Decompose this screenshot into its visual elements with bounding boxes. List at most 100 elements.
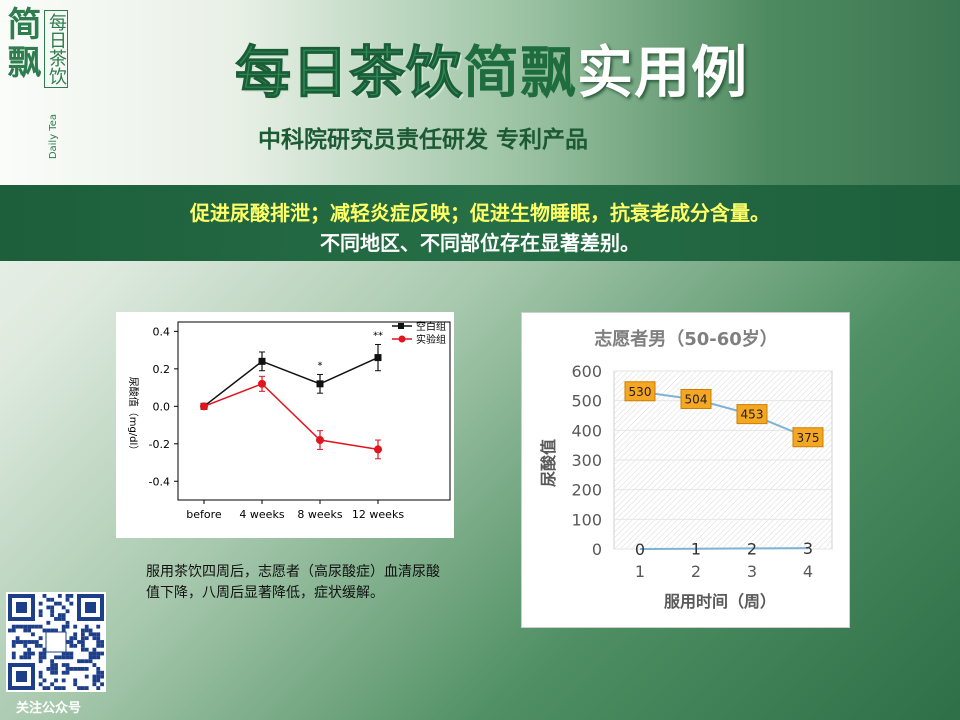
- data-label: 375: [797, 431, 820, 445]
- qr-module: [19, 624, 24, 629]
- qr-module: [69, 601, 74, 606]
- qr-module: [57, 601, 62, 606]
- qr-module: [27, 640, 32, 644]
- qr-code[interactable]: [6, 592, 106, 692]
- y-tick-label: 0.4: [153, 325, 171, 338]
- qr-module: [61, 624, 66, 629]
- qr-module: [42, 686, 47, 690]
- chart-title: 志愿者男（50-60岁）: [594, 328, 778, 350]
- qr-module: [31, 632, 35, 637]
- qr-module: [84, 666, 89, 671]
- y-tick-label: 300: [571, 451, 602, 470]
- qr-module: [65, 651, 70, 656]
- qr-module: [88, 655, 93, 660]
- qr-module: [27, 655, 32, 660]
- qr-module: [80, 636, 85, 641]
- qr-module: [54, 655, 58, 660]
- qr-module: [69, 666, 74, 671]
- x-tick-label: 1: [635, 562, 645, 581]
- qr-module: [73, 682, 78, 687]
- qr-module: [23, 651, 28, 656]
- qr-module: [96, 651, 101, 656]
- qr-module: [19, 655, 24, 660]
- benefit-banner: 促进尿酸排泄；减轻炎症反映；促进生物睡眠，抗衰老成分含量。 不同地区、不同部位存…: [0, 185, 960, 261]
- qr-module: [38, 601, 43, 606]
- data-point: [200, 402, 208, 411]
- series-line: [639, 390, 809, 439]
- legend-marker: [398, 323, 404, 329]
- qr-module: [11, 643, 16, 648]
- qr-finder-core: [16, 671, 27, 682]
- qr-module: [96, 686, 101, 690]
- qr-module: [69, 643, 74, 648]
- y-tick-label: 0.2: [153, 363, 171, 376]
- qr-module: [54, 678, 58, 683]
- qr-module: [96, 655, 101, 660]
- y-tick-label: 600: [571, 362, 602, 381]
- qr-module: [57, 594, 62, 598]
- qr-module: [65, 666, 70, 671]
- volunteer-uric-acid-chart: 志愿者男（50-60岁） 600 500 400 300 200 100 0 1 2 3 4 尿酸…: [521, 312, 850, 628]
- qr-module: [84, 686, 89, 690]
- series-line: [203, 356, 379, 407]
- y-tick-label: -0.2: [149, 438, 170, 451]
- qr-module: [80, 628, 85, 633]
- qr-module: [54, 663, 58, 667]
- qr-module: [65, 620, 70, 625]
- qr-module: [92, 655, 97, 660]
- qr-module: [38, 613, 43, 618]
- qr-module: [11, 624, 16, 629]
- qr-module: [38, 636, 43, 641]
- qr-module: [23, 640, 28, 644]
- qr-module: [61, 663, 66, 667]
- qr-module: [27, 651, 32, 656]
- qr-module: [96, 636, 101, 641]
- qr-module: [54, 670, 58, 675]
- qr-center-logo: [45, 631, 67, 653]
- logo-main-text: 简飘: [1, 6, 41, 82]
- qr-module: [92, 682, 97, 687]
- qr-module: [50, 605, 55, 610]
- data-point: [258, 379, 266, 388]
- qr-module: [69, 594, 74, 598]
- qr-module: [88, 632, 93, 637]
- qr-module: [88, 628, 93, 633]
- legend-label: 空白组: [416, 320, 446, 333]
- qr-module: [77, 686, 81, 690]
- qr-module: [77, 659, 81, 664]
- qr-module: [92, 663, 97, 667]
- header-band: [0, 0, 960, 185]
- uric-acid-change-svg: 0.4 0.2 0.0 -0.2 -0.4 before 4 weeks 8 weeks 12…: [127, 320, 451, 521]
- qr-module: [65, 655, 70, 660]
- data-point: [316, 380, 324, 388]
- qr-module: [65, 670, 70, 675]
- qr-module: [92, 678, 97, 683]
- qr-module: [73, 624, 78, 629]
- qr-module: [54, 666, 58, 671]
- qr-module: [23, 643, 28, 648]
- qr-module: [96, 624, 101, 629]
- qr-module: [46, 628, 51, 633]
- qr-module: [73, 678, 78, 683]
- data-point: [374, 445, 382, 454]
- y-tick-label: 100: [571, 510, 602, 529]
- qr-module: [96, 632, 101, 637]
- qr-module: [96, 674, 101, 679]
- qr-module: [42, 655, 47, 660]
- y-tick-label: -0.4: [149, 475, 170, 488]
- plot-frame: [177, 321, 451, 501]
- qr-module: [96, 670, 101, 675]
- x-tick-label: 8 weeks: [297, 508, 342, 521]
- x-tick-label: 4: [803, 562, 813, 581]
- qr-module: [92, 674, 97, 679]
- qr-module: [61, 651, 66, 656]
- x-tick-label: 3: [747, 562, 757, 581]
- qr-module: [61, 605, 66, 610]
- qr-module: [50, 666, 55, 671]
- title-part-1: 每日茶饮: [235, 41, 463, 107]
- qr-module: [15, 640, 20, 644]
- qr-module: [46, 666, 51, 671]
- qr-module: [65, 597, 70, 602]
- qr-module: [46, 597, 51, 602]
- x-tick-label: before: [186, 508, 222, 521]
